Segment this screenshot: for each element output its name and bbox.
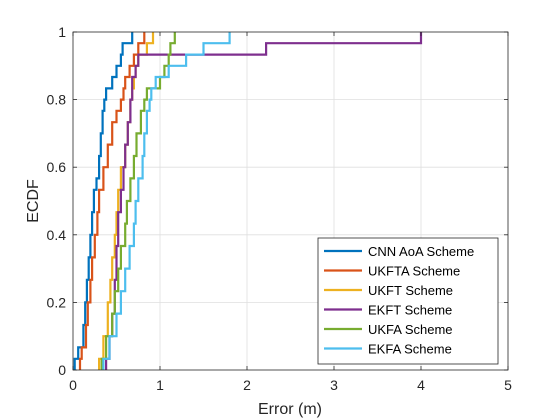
series-line-1 — [78, 32, 146, 370]
y-tick-label: 1 — [58, 24, 66, 40]
legend-label: UKFA Scheme — [368, 322, 453, 337]
plot-frame — [72, 31, 509, 371]
x-tick-label: 0 — [69, 377, 77, 393]
y-tick-label: 0.6 — [47, 159, 67, 175]
y-tick-label: 0 — [58, 362, 66, 378]
legend: CNN AoA Scheme UKFTA Scheme UKFT Scheme EKF… — [317, 237, 499, 365]
legend-label: CNN AoA Scheme — [368, 244, 474, 259]
axis-tick-labels: 0 1 2 3 4 5 0 0.2 0.4 0.6 0.8 1 — [47, 24, 513, 393]
y-tick-label: 0.4 — [47, 227, 67, 243]
legend-label: EKFT Scheme — [368, 303, 452, 318]
series-line-5 — [102, 32, 231, 370]
x-tick-label: 1 — [156, 377, 164, 393]
x-tick-label: 4 — [417, 377, 425, 393]
series-lines — [73, 32, 423, 370]
series-line-0 — [73, 32, 134, 370]
series-line-4 — [100, 32, 176, 370]
x-tick-label: 5 — [504, 377, 512, 393]
legend-label: UKFT Scheme — [368, 283, 453, 298]
x-tick-label: 3 — [330, 377, 338, 393]
axis-ticks — [72, 31, 509, 371]
x-axis-title: Error (m) — [258, 401, 322, 418]
y-tick-label: 0.8 — [47, 92, 67, 108]
legend-box — [317, 237, 499, 365]
y-tick-label: 0.2 — [47, 294, 67, 310]
y-axis-title: ECDF — [25, 179, 42, 223]
legend-label: UKFTA Scheme — [368, 264, 460, 279]
x-tick-label: 2 — [243, 377, 251, 393]
legend-label: EKFA Scheme — [368, 342, 452, 357]
